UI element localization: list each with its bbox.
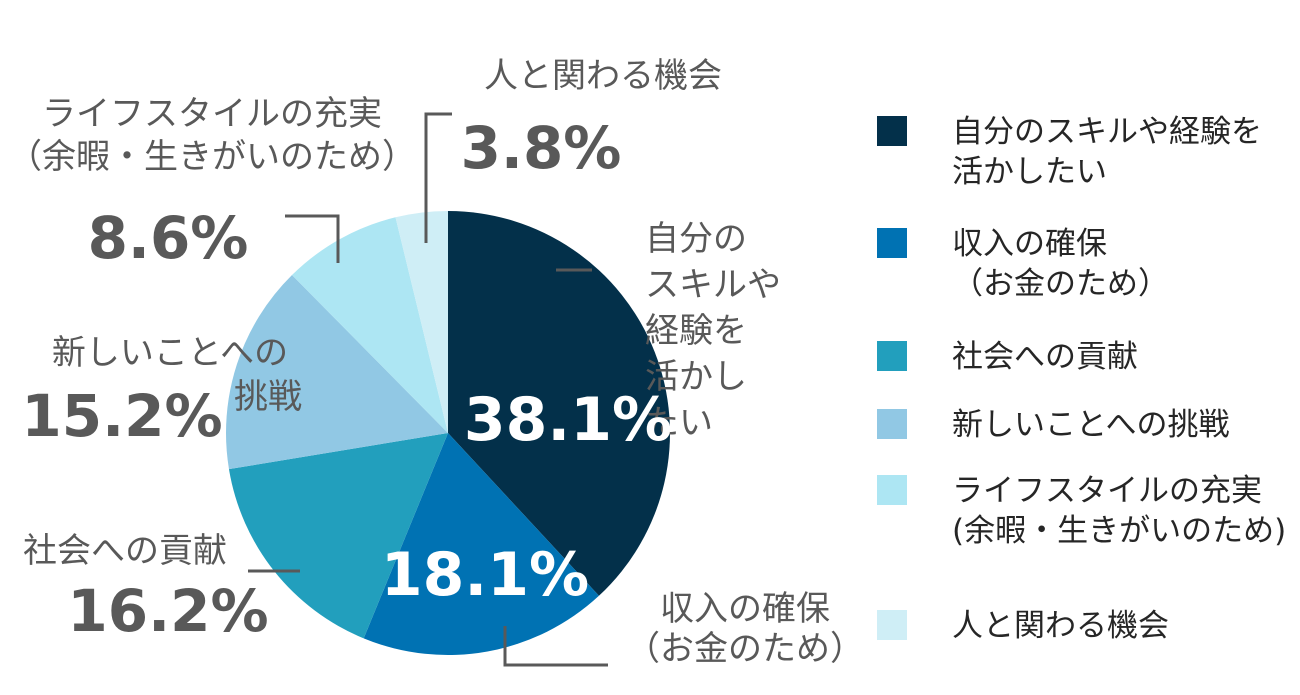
pie-slice-0	[448, 211, 670, 596]
legend-label-5: 人と関わる機会	[952, 608, 1169, 644]
slice-label-5: 人と関わる機会	[484, 56, 722, 96]
pie-slice-1	[363, 433, 599, 656]
leader-line-1	[503, 626, 608, 667]
legend-swatch-0	[877, 116, 907, 146]
slice-percent-0: 38.1%	[464, 385, 672, 455]
legend-label-2: 社会への貢献	[952, 339, 1138, 375]
legend-label-4: ライフスタイルの充実(余暇・生きがいのため)	[952, 473, 1286, 549]
legend-label-3: 新しいことへの挑戦	[952, 407, 1229, 443]
legend-swatch-1	[877, 228, 907, 258]
leader-line-3	[285, 214, 340, 263]
legend-label-1: 収入の確保（お金のため）	[952, 226, 1169, 302]
legend-swatch-3	[877, 409, 907, 439]
legend-label-0: 自分のスキルや経験を活かしたい	[952, 114, 1262, 190]
pie-slice-5	[395, 211, 448, 433]
slice-label-0: 自分のスキルや経験を活かしたい	[645, 219, 781, 443]
leader-line-4	[424, 112, 452, 243]
slice-percent-5: 3.8%	[461, 114, 622, 182]
slice-percent-1: 18.1%	[381, 540, 589, 610]
pie-slice-3	[226, 275, 448, 470]
pie-slice-2	[228, 433, 448, 639]
slice-percent-4: 8.6%	[88, 204, 249, 272]
slice-label-3: 新しいことへの挑戦	[52, 333, 302, 417]
legend-swatch-5	[877, 610, 907, 640]
legend-swatch-4	[877, 475, 907, 505]
pie-slice-4	[292, 217, 448, 433]
slice-label-2: 社会への貢献	[23, 531, 227, 571]
slice-label-4: ライフスタイルの充実（余暇・生きがいのため）	[8, 94, 416, 177]
slice-percent-2: 16.2%	[67, 577, 268, 645]
slice-label-1: 収入の確保（お金のため）	[626, 589, 864, 669]
slice-percent-3: 15.2%	[21, 382, 222, 450]
legend-swatch-2	[877, 341, 907, 371]
